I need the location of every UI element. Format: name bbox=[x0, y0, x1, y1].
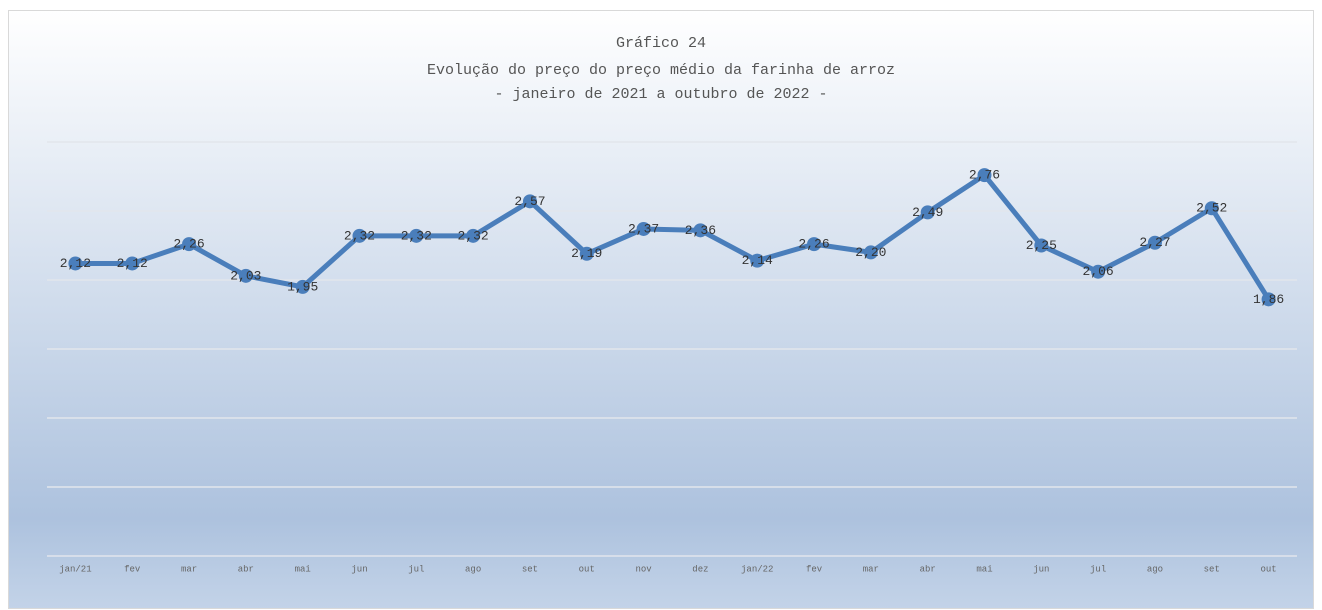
data-label: 2,19 bbox=[571, 246, 602, 261]
x-tick-label: ago bbox=[1147, 564, 1163, 574]
chart-area bbox=[8, 10, 1314, 609]
data-label: 2,76 bbox=[969, 168, 1000, 183]
data-label: 2,36 bbox=[685, 223, 716, 238]
x-tick-label: out bbox=[579, 564, 595, 574]
chart-title: Gráfico 24 bbox=[616, 35, 706, 52]
x-tick-label: ago bbox=[465, 564, 481, 574]
marker bbox=[238, 268, 253, 283]
marker bbox=[579, 246, 594, 261]
x-tick-label: nov bbox=[635, 564, 652, 574]
marker bbox=[352, 228, 367, 243]
x-tick-label: jan/22 bbox=[741, 564, 773, 574]
x-tick-label: abr bbox=[238, 564, 254, 574]
marker bbox=[182, 237, 197, 252]
data-label: 2,26 bbox=[173, 237, 204, 252]
marker bbox=[807, 237, 822, 252]
marker bbox=[977, 168, 992, 183]
marker bbox=[1204, 201, 1219, 216]
data-label: 2,27 bbox=[1139, 235, 1170, 250]
data-label: 2,32 bbox=[344, 228, 375, 243]
marker bbox=[125, 256, 140, 271]
x-tick-label: mai bbox=[295, 564, 311, 574]
marker bbox=[1261, 292, 1276, 307]
marker bbox=[1091, 264, 1106, 279]
marker bbox=[693, 223, 708, 238]
marker bbox=[68, 256, 83, 271]
x-tick-label: jun bbox=[1033, 564, 1049, 574]
data-label: 2,25 bbox=[1026, 238, 1057, 253]
x-tick-label: jun bbox=[351, 564, 367, 574]
x-tick-label: mar bbox=[863, 564, 879, 574]
chart-subtitle: Evolução do preço do preço médio da fari… bbox=[427, 62, 895, 79]
data-label: 2,12 bbox=[60, 256, 91, 271]
data-label: 2,32 bbox=[401, 228, 432, 243]
marker bbox=[750, 253, 765, 268]
data-label: 2,06 bbox=[1083, 264, 1114, 279]
marker bbox=[863, 245, 878, 260]
data-label: 2,37 bbox=[628, 221, 659, 236]
data-label: 1,86 bbox=[1253, 292, 1284, 307]
data-label: 2,12 bbox=[117, 256, 148, 271]
x-tick-label: jul bbox=[1090, 564, 1106, 574]
marker bbox=[409, 228, 424, 243]
x-tick-label: fev bbox=[124, 564, 141, 574]
data-label: 2,26 bbox=[798, 237, 829, 252]
marker bbox=[522, 194, 537, 209]
x-tick-label: set bbox=[522, 564, 538, 574]
marker bbox=[1147, 235, 1162, 250]
data-label: 2,20 bbox=[855, 245, 886, 260]
data-label: 2,49 bbox=[912, 205, 943, 220]
data-label: 2,52 bbox=[1196, 201, 1227, 216]
data-label: 2,32 bbox=[458, 228, 489, 243]
x-tick-label: jan/21 bbox=[59, 564, 91, 574]
data-label: 1,95 bbox=[287, 279, 318, 294]
marker bbox=[1034, 238, 1049, 253]
x-tick-label: abr bbox=[920, 564, 936, 574]
line bbox=[75, 172, 1271, 301]
marker bbox=[920, 205, 935, 220]
data-label: 2,03 bbox=[230, 268, 261, 283]
x-tick-label: mar bbox=[181, 564, 197, 574]
x-tick-label: mai bbox=[976, 564, 992, 574]
chart-subtitle: - janeiro de 2021 a outubro de 2022 - bbox=[494, 86, 827, 103]
marker bbox=[636, 221, 651, 236]
marker bbox=[295, 279, 310, 294]
x-tick-label: dez bbox=[692, 564, 708, 574]
x-tick-label: jul bbox=[408, 564, 424, 574]
marker bbox=[466, 228, 481, 243]
x-tick-label: out bbox=[1260, 564, 1276, 574]
x-tick-label: set bbox=[1204, 564, 1220, 574]
data-label: 2,57 bbox=[514, 194, 545, 209]
x-tick-label: fev bbox=[806, 564, 823, 574]
data-label: 2,14 bbox=[742, 253, 773, 268]
